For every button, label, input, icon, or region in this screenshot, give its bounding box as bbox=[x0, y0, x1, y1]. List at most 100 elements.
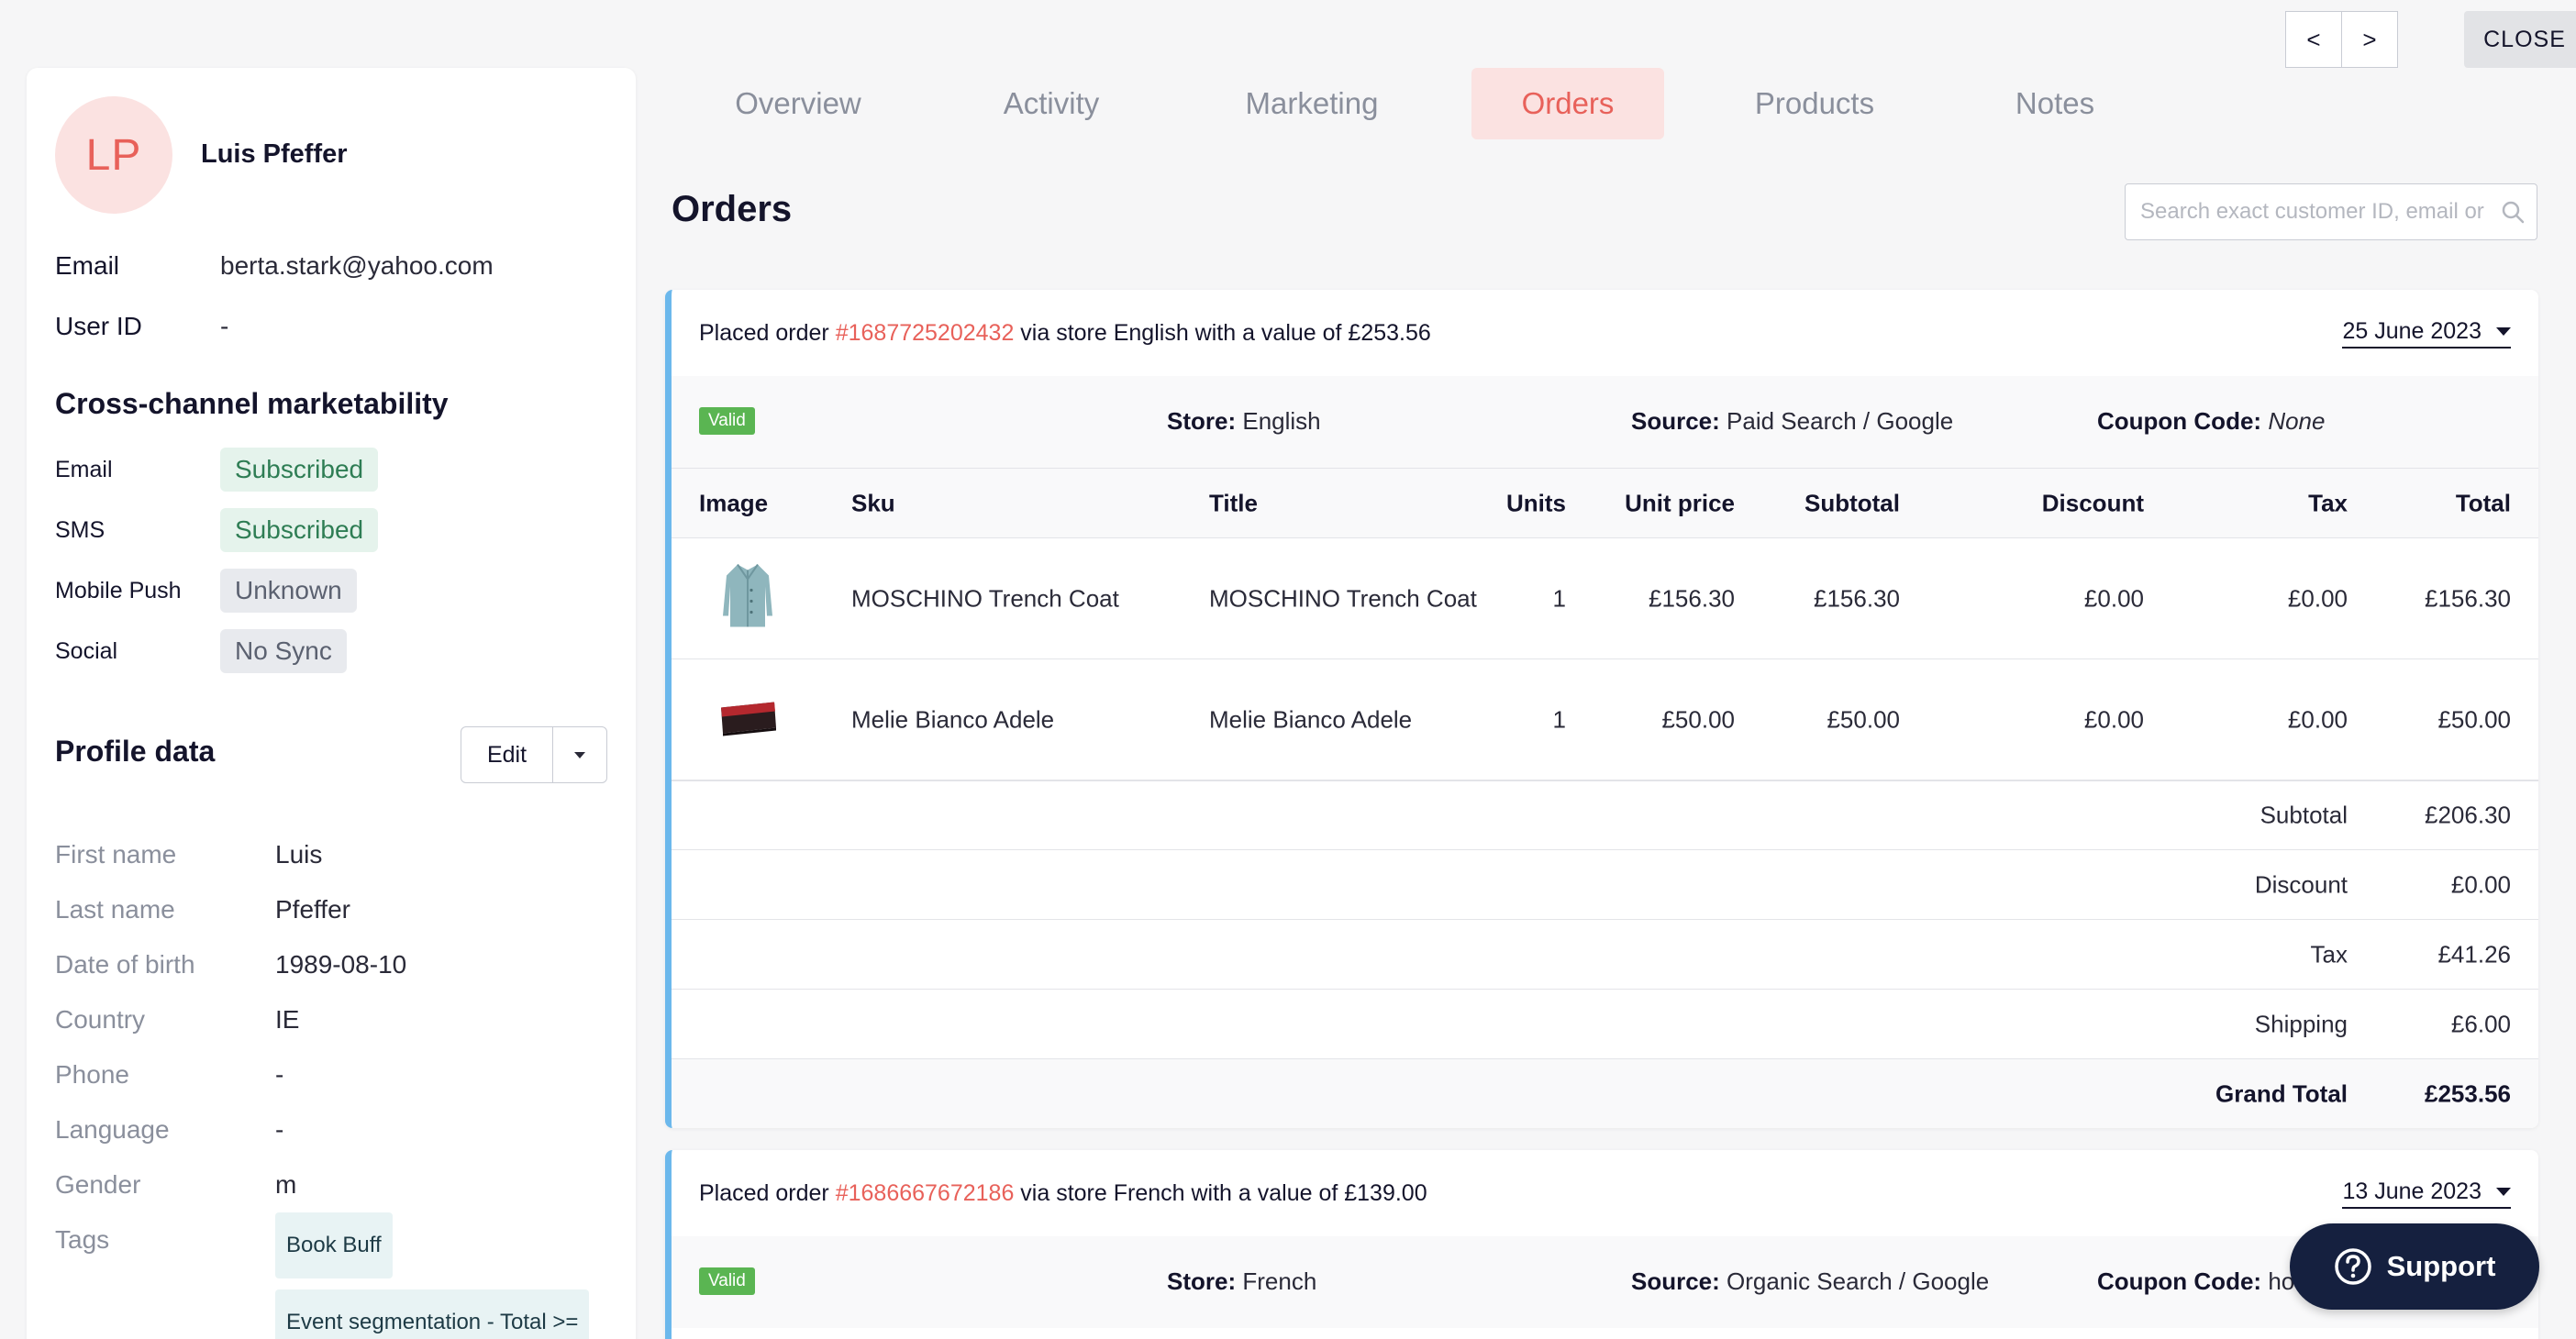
field-label: Phone bbox=[55, 1060, 129, 1089]
field-value: - bbox=[275, 1060, 284, 1089]
item-subtotal: £50.00 bbox=[1827, 705, 1900, 733]
user-id-value: - bbox=[220, 312, 229, 340]
order-header[interactable]: Placed order #1687725202432 via store En… bbox=[672, 290, 2538, 376]
order-store: Store: English bbox=[1167, 407, 1321, 436]
order-prefix: Placed order bbox=[699, 319, 836, 346]
order-items-header: Image Sku Title Units Unit price Subtota… bbox=[672, 468, 2538, 537]
tab-activity[interactable]: Activity bbox=[1003, 86, 1100, 120]
item-tax: £0.00 bbox=[2287, 584, 2348, 612]
order-coupon: Coupon Code: None bbox=[2097, 407, 2325, 436]
user-id-row: User ID - bbox=[55, 312, 228, 341]
tab-products[interactable]: Products bbox=[1754, 86, 1875, 120]
item-title: Melie Bianco Adele bbox=[1209, 705, 1413, 733]
coupon-value: None bbox=[2268, 407, 2326, 435]
profile-name: Luis Pfeffer bbox=[201, 139, 348, 169]
summary-value: £253.56 bbox=[2425, 1079, 2511, 1107]
order-date-toggle[interactable]: 25 June 2023 bbox=[2342, 318, 2511, 349]
item-total: £50.00 bbox=[2437, 705, 2511, 733]
bag-image bbox=[716, 680, 780, 759]
edit-button[interactable]: Edit bbox=[461, 727, 553, 782]
coupon-label: Coupon Code: bbox=[2097, 407, 2262, 435]
field-label: Language bbox=[55, 1115, 170, 1144]
order-header[interactable]: Placed order #1686667672186 via store Fr… bbox=[672, 1150, 2538, 1236]
profile-field-first-name: First name Luis bbox=[55, 840, 322, 869]
coupon-label: Coupon Code: bbox=[2097, 1267, 2262, 1295]
item-units: 1 bbox=[1552, 584, 1566, 612]
next-button[interactable]: > bbox=[2341, 11, 2398, 68]
search-icon[interactable] bbox=[2500, 199, 2526, 225]
edit-button-group: Edit bbox=[461, 726, 607, 783]
prev-button[interactable]: < bbox=[2285, 11, 2342, 68]
summary-row-shipping: Shipping £6.00 bbox=[672, 989, 2538, 1058]
marketability-label: SMS bbox=[55, 516, 105, 543]
tag-chip[interactable]: Event segmentation - Total >= bbox=[275, 1289, 590, 1339]
tab-notes[interactable]: Notes bbox=[2015, 86, 2095, 120]
profile-field-language: Language - bbox=[55, 1115, 283, 1145]
order-date-toggle[interactable]: 13 June 2023 bbox=[2342, 1179, 2511, 1209]
column-header: Discount bbox=[2041, 489, 2144, 516]
coat-image bbox=[716, 559, 780, 638]
column-header: Sku bbox=[851, 489, 895, 516]
tab-marketing[interactable]: Marketing bbox=[1245, 86, 1379, 120]
close-button[interactable]: CLOSE bbox=[2464, 11, 2576, 68]
profile-card: LP Luis Pfeffer Email berta.stark@yahoo.… bbox=[27, 68, 636, 1339]
order-store: Store: French bbox=[1167, 1267, 1316, 1296]
order-summary-text: Placed order #1686667672186 via store Fr… bbox=[699, 1180, 1427, 1207]
marketability-row-sms: SMS Subscribed bbox=[55, 508, 379, 552]
avatar: LP bbox=[55, 96, 172, 214]
field-value: 1989-08-10 bbox=[275, 950, 407, 979]
item-unit-price: £50.00 bbox=[1661, 705, 1735, 733]
profile-data-title: Profile data bbox=[55, 735, 216, 768]
marketability-title: Cross-channel marketability bbox=[55, 387, 449, 420]
summary-row-subtotal: Subtotal £206.30 bbox=[672, 780, 2538, 849]
item-sku: Melie Bianco Adele bbox=[851, 705, 1055, 733]
edit-dropdown-button[interactable] bbox=[553, 727, 606, 782]
marketability-label: Email bbox=[55, 456, 113, 482]
store-label: Store: bbox=[1167, 407, 1237, 435]
order-suffix: via store English with a value of £253.5… bbox=[1014, 319, 1431, 346]
tag-chip[interactable]: Book Buff bbox=[275, 1212, 393, 1278]
column-header: Tax bbox=[2308, 489, 2348, 516]
profile-field-gender: Gender m bbox=[55, 1170, 296, 1200]
marketability-row-email: Email Subscribed bbox=[55, 448, 379, 492]
source-value: Paid Search / Google bbox=[1727, 407, 1954, 435]
summary-label: Discount bbox=[2254, 870, 2348, 898]
order-date: 25 June 2023 bbox=[2342, 317, 2482, 344]
store-value: English bbox=[1242, 407, 1321, 435]
item-subtotal: £156.30 bbox=[1814, 584, 1900, 612]
summary-value: £6.00 bbox=[2450, 1010, 2511, 1037]
page-title: Orders bbox=[672, 189, 793, 229]
status-badge: Valid bbox=[699, 1267, 755, 1295]
item-sku: MOSCHINO Trench Coat bbox=[851, 584, 1119, 612]
status-badge: Subscribed bbox=[220, 508, 379, 552]
order-number-link[interactable]: #1687725202432 bbox=[835, 319, 1015, 346]
table-row: MOSCHINO Trench Coat MOSCHINO Trench Coa… bbox=[672, 537, 2538, 658]
tab-orders[interactable]: Orders bbox=[1471, 68, 1664, 139]
marketability-label: Social bbox=[55, 637, 118, 664]
field-label: Country bbox=[55, 1005, 146, 1034]
table-row: Melie Bianco Adele Melie Bianco Adele 1 … bbox=[672, 658, 2538, 780]
marketability-label: Mobile Push bbox=[55, 577, 182, 603]
search-box bbox=[2125, 183, 2537, 240]
column-header: Subtotal bbox=[1804, 489, 1900, 516]
order-meta: Valid Store: French Source: Organic Sear… bbox=[672, 1236, 2538, 1328]
column-header: Units bbox=[1506, 489, 1566, 516]
summary-row-grand-total: Grand Total £253.56 bbox=[672, 1058, 2538, 1128]
marketability-row-social: Social No Sync bbox=[55, 629, 347, 673]
field-value: IE bbox=[275, 1005, 300, 1034]
store-value: French bbox=[1242, 1267, 1317, 1295]
item-unit-price: £156.30 bbox=[1649, 584, 1735, 612]
email-row: Email berta.stark@yahoo.com bbox=[55, 251, 494, 281]
item-title: MOSCHINO Trench Coat bbox=[1209, 584, 1477, 612]
support-button[interactable]: Support bbox=[2290, 1223, 2539, 1310]
coat-icon bbox=[723, 563, 772, 626]
email-value: berta.stark@yahoo.com bbox=[220, 251, 494, 280]
user-id-label: User ID bbox=[55, 312, 142, 340]
search-input[interactable] bbox=[2140, 199, 2500, 225]
tab-overview[interactable]: Overview bbox=[735, 86, 861, 120]
order-date: 13 June 2023 bbox=[2342, 1178, 2482, 1204]
order-number-link[interactable]: #1686667672186 bbox=[835, 1179, 1015, 1206]
order-suffix: via store French with a value of £139.00 bbox=[1014, 1179, 1427, 1206]
profile-field-phone: Phone - bbox=[55, 1060, 283, 1090]
item-tax: £0.00 bbox=[2287, 705, 2348, 733]
